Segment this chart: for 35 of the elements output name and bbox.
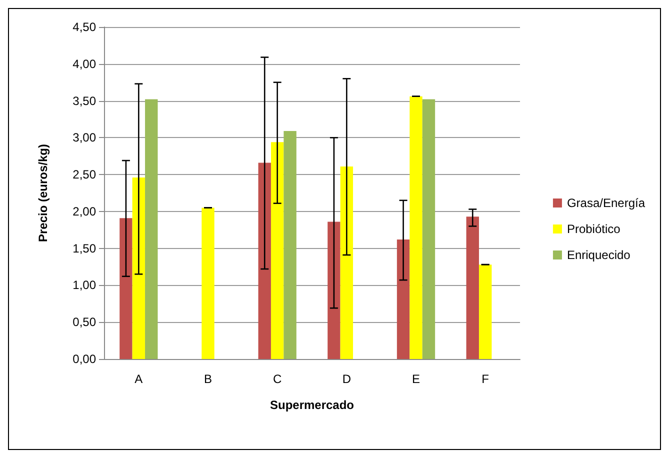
bar <box>258 162 271 359</box>
y-tick-label: 1,00 <box>72 278 96 292</box>
y-tick-label: 4,00 <box>72 56 96 71</box>
bar <box>422 99 436 359</box>
y-tick-label: 2,50 <box>72 168 96 182</box>
bar <box>202 208 214 359</box>
bar <box>284 131 296 359</box>
y-tick-label: 3,00 <box>72 130 96 145</box>
y-tick-label: 4,50 <box>72 20 96 34</box>
x-tick-label: E <box>412 372 420 386</box>
x-tick-label: C <box>272 372 282 386</box>
x-tick-label: F <box>482 372 490 386</box>
y-axis-title: Precio (euros/kg) <box>36 144 50 242</box>
bar <box>270 142 284 359</box>
bar <box>410 96 422 359</box>
bar <box>120 218 132 359</box>
bar <box>340 166 354 359</box>
y-tick-label: 0,00 <box>72 352 96 366</box>
y-tick-label: 3,50 <box>72 94 96 108</box>
legend-label: Grasa/Energía <box>566 196 646 210</box>
x-tick-label: B <box>204 372 212 386</box>
bar <box>396 239 410 359</box>
x-axis-title: Supermercado <box>270 398 354 412</box>
x-tick-label: D <box>342 372 352 386</box>
bar <box>328 222 340 359</box>
bar <box>478 264 492 359</box>
y-tick-label: 2,00 <box>72 204 96 218</box>
legend-label: Enriquecido <box>566 248 631 262</box>
bar <box>466 216 479 359</box>
x-tick-label: A <box>134 372 143 386</box>
y-tick-label: 0,50 <box>72 315 96 330</box>
bar <box>145 99 158 359</box>
bar <box>132 178 146 359</box>
legend-label: Probiótico <box>566 222 621 236</box>
y-tick-label: 1,50 <box>72 241 96 256</box>
